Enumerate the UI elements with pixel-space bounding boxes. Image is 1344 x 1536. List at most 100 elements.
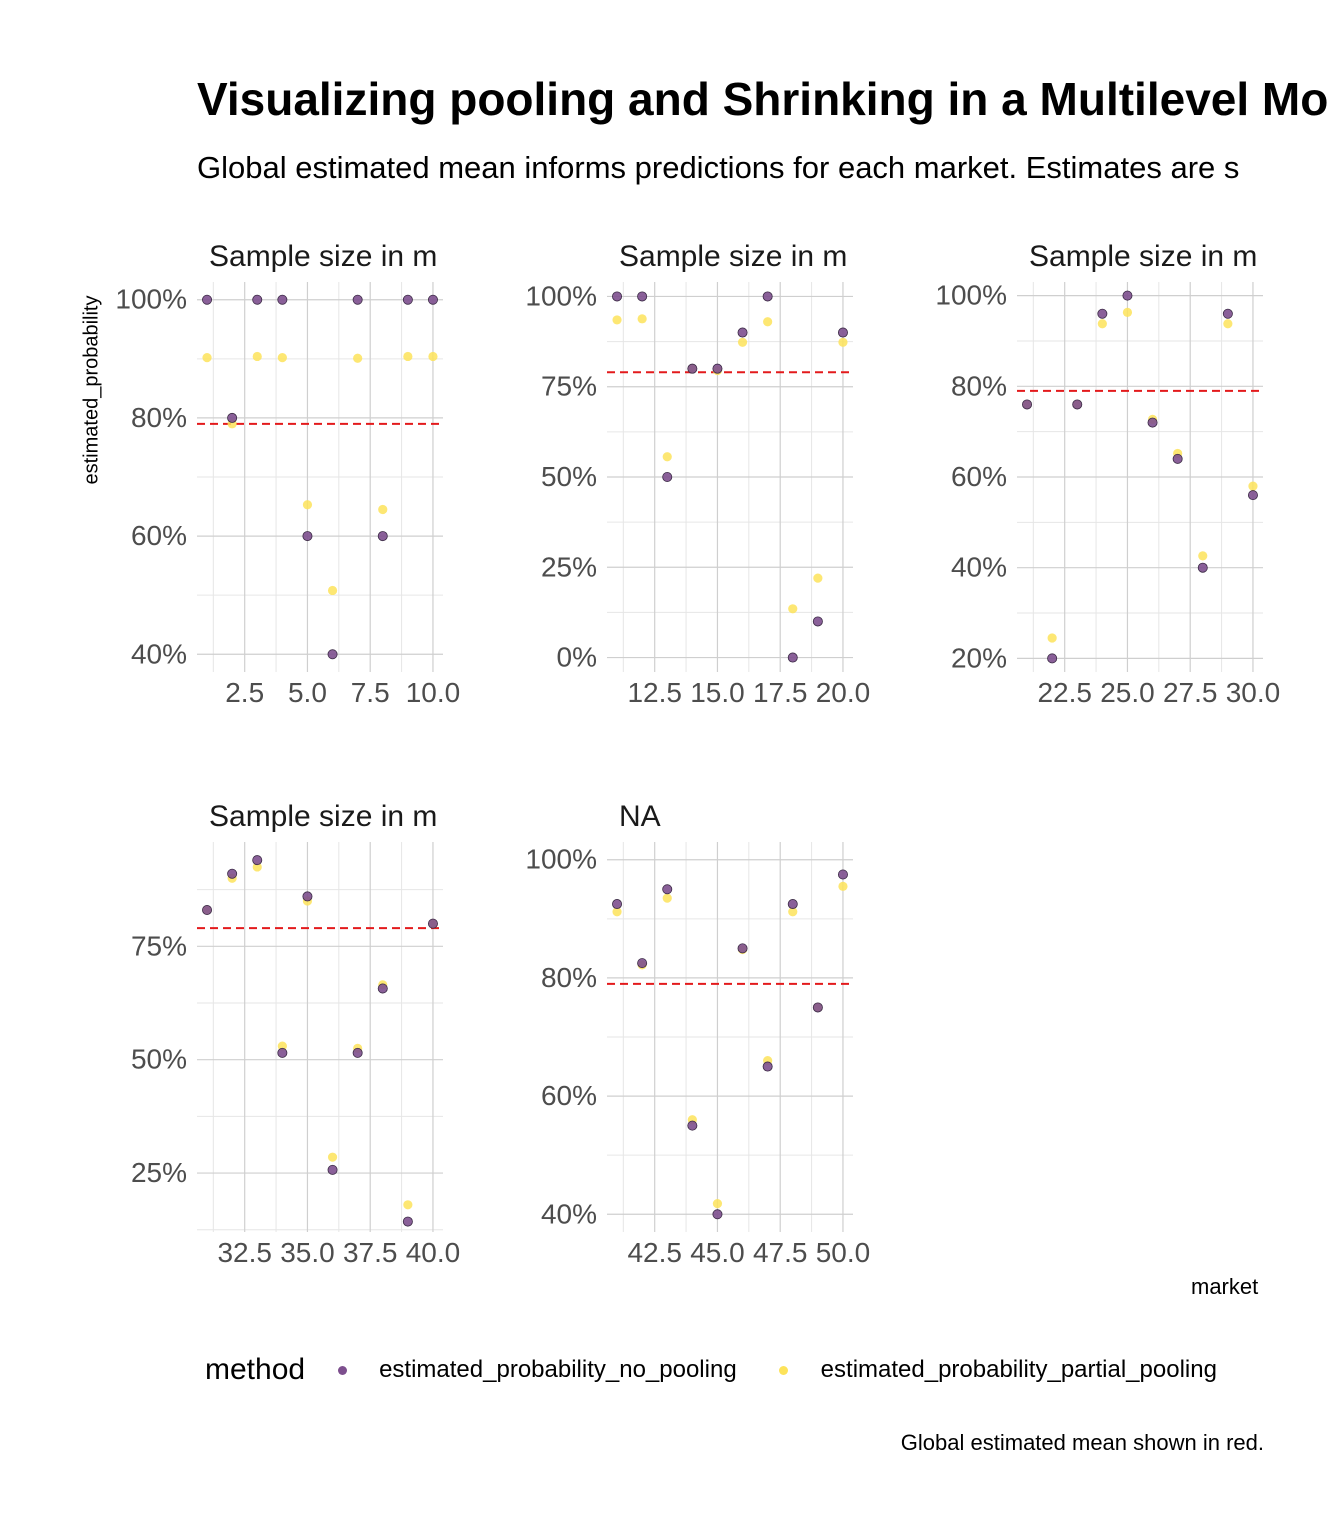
point-no-pooling: [277, 294, 288, 305]
point-no-pooling: [202, 905, 213, 916]
point-no-pooling: [1222, 308, 1233, 319]
point-partial-pooling: [1223, 319, 1233, 329]
point-partial-pooling: [327, 1152, 338, 1162]
point-partial-pooling: [302, 500, 313, 510]
point-partial-pooling: [252, 351, 262, 362]
point-partial-pooling: [788, 604, 798, 614]
chart-title: Visualizing pooling and Shrinking in a M…: [197, 73, 1329, 125]
y-tick-label: 80%: [951, 370, 1007, 401]
point-no-pooling: [277, 1047, 288, 1058]
point-partial-pooling: [1047, 633, 1057, 643]
legend-label-no-pooling: estimated_probability_no_pooling: [379, 1356, 737, 1383]
point-partial-pooling: [737, 337, 748, 347]
point-no-pooling: [1197, 562, 1208, 573]
y-tick-label: 25%: [541, 551, 597, 582]
x-tick-label: 35.0: [280, 1237, 335, 1268]
point-no-pooling: [762, 291, 773, 302]
x-tick-label: 45.0: [690, 1237, 745, 1268]
point-partial-pooling: [838, 337, 848, 347]
point-partial-pooling: [813, 573, 823, 583]
point-no-pooling: [427, 294, 438, 305]
point-no-pooling: [712, 1209, 723, 1220]
point-no-pooling: [327, 649, 338, 660]
point-no-pooling: [687, 363, 698, 374]
point-no-pooling: [637, 291, 648, 302]
facet-panel-5: 40% 60% 80% 100% 42.5 45.0 47.5 50.0 NA: [525, 800, 870, 1268]
point-partial-pooling: [277, 353, 287, 363]
x-tick-label: 37.5: [343, 1237, 398, 1268]
point-no-pooling: [402, 1216, 413, 1227]
legend-dot-no-pooling: [337, 1365, 347, 1375]
point-partial-pooling: [277, 1041, 287, 1051]
x-tick-label: 32.5: [217, 1237, 272, 1268]
chart-subtitle: Global estimated mean informs prediction…: [197, 150, 1240, 185]
facet-panel-3: 20% 40% 60% 80% 100% 22.5 25.0 27.5 30.0 Sample s…: [935, 240, 1280, 708]
point-no-pooling: [427, 918, 438, 929]
point-partial-pooling: [637, 314, 647, 324]
legend-title: method: [205, 1353, 306, 1386]
point-no-pooling: [662, 884, 673, 895]
point-no-pooling: [352, 1047, 363, 1058]
x-tick-label: 2.5: [225, 677, 264, 708]
point-partial-pooling: [1248, 481, 1258, 491]
facet-title: Sample size in m: [1029, 240, 1257, 273]
point-no-pooling: [327, 1164, 338, 1175]
y-tick-label: 0%: [557, 642, 597, 673]
y-tick-label: 60%: [131, 520, 187, 551]
point-partial-pooling: [403, 1200, 413, 1210]
y-tick-label: 75%: [131, 930, 187, 961]
x-tick-label: 50.0: [816, 1237, 871, 1268]
chart-caption: Global estimated mean shown in red.: [900, 1430, 1264, 1455]
y-tick-label: 40%: [131, 638, 187, 669]
facet-title: Sample size in m: [209, 800, 437, 833]
point-partial-pooling: [763, 317, 773, 327]
point-no-pooling: [1172, 453, 1183, 464]
x-tick-label: 25.0: [1100, 677, 1155, 708]
legend-key-partial-pooling: [777, 1363, 791, 1377]
y-tick-label: 50%: [541, 461, 597, 492]
legend-dot-partial-pooling: [779, 1365, 789, 1375]
x-tick-label: 20.0: [816, 677, 871, 708]
x-tick-label: 7.5: [351, 677, 390, 708]
y-tick-label: 100%: [935, 280, 1007, 311]
y-tick-label: 60%: [951, 461, 1007, 492]
point-no-pooling: [302, 531, 313, 542]
point-no-pooling: [1147, 417, 1158, 428]
x-tick-label: 27.5: [1163, 677, 1218, 708]
x-tick-label: 15.0: [690, 677, 745, 708]
point-partial-pooling: [1122, 307, 1133, 317]
point-partial-pooling: [327, 585, 338, 596]
point-partial-pooling: [788, 907, 798, 917]
point-no-pooling: [1072, 399, 1083, 410]
x-tick-label: 42.5: [627, 1237, 682, 1268]
point-partial-pooling: [662, 893, 672, 903]
point-no-pooling: [637, 958, 648, 969]
point-no-pooling: [712, 363, 723, 374]
y-tick-label: 100%: [115, 284, 187, 315]
x-tick-label: 30.0: [1226, 677, 1281, 708]
facet-title: NA: [619, 800, 661, 833]
point-no-pooling: [1047, 653, 1058, 664]
y-tick-label: 100%: [525, 280, 597, 311]
point-partial-pooling: [1198, 551, 1208, 561]
y-tick-label: 75%: [541, 371, 597, 402]
legend: method estimated_probability_no_pooling …: [205, 1350, 1257, 1390]
x-tick-label: 22.5: [1037, 677, 1092, 708]
y-tick-label: 50%: [131, 1044, 187, 1075]
point-no-pooling: [787, 652, 798, 663]
point-partial-pooling: [838, 881, 848, 891]
facet-panel-4: 25% 50% 75% 32.5 35.0 37.5 40.0 Sample size in …: [131, 800, 460, 1268]
legend-key-no-pooling: [335, 1363, 349, 1377]
point-partial-pooling: [662, 452, 672, 462]
point-no-pooling: [837, 869, 848, 880]
y-tick-label: 40%: [951, 552, 1007, 583]
point-no-pooling: [612, 291, 623, 302]
point-no-pooling: [762, 1061, 773, 1072]
x-tick-label: 5.0: [288, 677, 327, 708]
point-no-pooling: [612, 899, 623, 910]
point-no-pooling: [787, 899, 798, 910]
y-tick-label: 80%: [541, 962, 597, 993]
point-no-pooling: [252, 294, 263, 305]
point-no-pooling: [227, 868, 238, 879]
